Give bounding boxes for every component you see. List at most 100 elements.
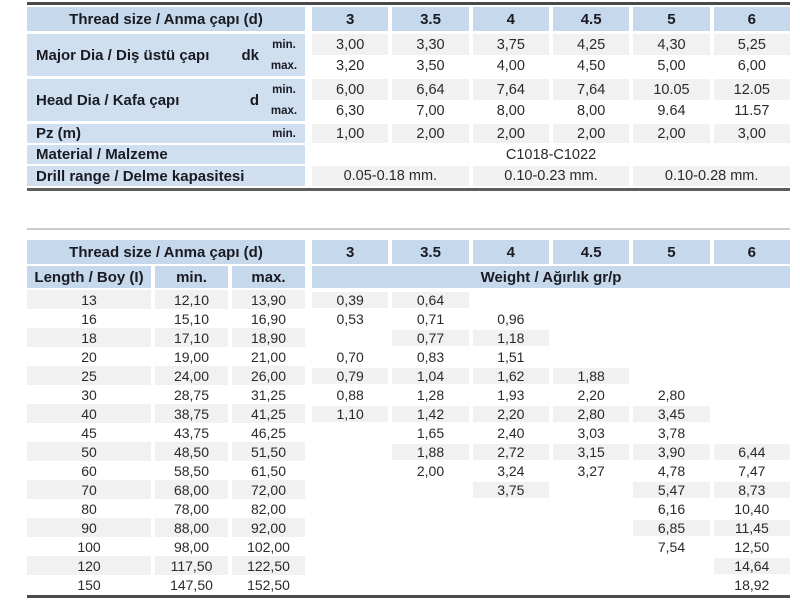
length-weight-subheader-row: Length / Boy (I) min. max. Weight / Ağır… [27,266,790,288]
weight-cells: 1,65 2,40 3,03 3,78 [312,423,790,442]
thread-size-column-header: 3.5 [392,240,469,264]
thread-spec-table: Thread size / Anma çapı (d) 3 3.5 4 4.5 5 6 M… [27,2,791,191]
min-length-cell: 88,00 [155,518,228,537]
material-row-label: Material / Malzeme [27,145,305,164]
weight-cell: 14,64 [713,557,790,574]
spec-value-rows: 3,00 3,30 3,75 4,25 4,30 5,25 3,20 3,50 4,00 4,50… [312,34,790,76]
length-cell: 150 [27,575,151,594]
length-cell: 120 [27,556,151,575]
weight-cell: 1,88 [392,443,469,460]
length-column-header: Length / Boy (I) [27,266,151,288]
weight-cell: 2,20 [472,405,549,422]
spec-value-cell: 3,30 [392,34,469,55]
thread-size-column-header: 5 [633,7,710,31]
length-cell: 40 [27,404,151,423]
max-length-cell: 92,00 [232,518,305,537]
weight-cell: 1,42 [392,405,469,422]
weight-cells: 6,85 11,45 [312,518,790,537]
weight-span-header: Weight / Ağırlık gr/p [312,266,790,288]
weight-cell: 0,79 [312,367,389,384]
thread-size-header-label-2: Thread size / Anma çapı (d) [27,240,305,264]
weight-cell: 1,51 [472,348,549,365]
material-value: C1018-C1022 [312,145,790,164]
max-length-cell: 31,25 [232,385,305,404]
min-column-header: min. [155,266,228,288]
qualifier-label: min. [272,127,296,140]
table-row: 18 17,10 18,90 0,77 1,18 [27,328,790,347]
weight-cells: 3,75 5,47 8,73 [312,480,790,499]
min-length-cell: 15,10 [155,309,228,328]
min-length-cell: 78,00 [155,499,228,518]
min-length-cell: 24,00 [155,366,228,385]
weight-cell: 2,80 [633,386,710,403]
table-row: 40 38,75 41,25 1,10 1,42 2,20 2,80 3,45 [27,404,790,423]
min-length-cell: 19,00 [155,347,228,366]
spec-blocks: Major Dia / Diş üstü çapı dk min. max. 3,00 3… [27,34,790,143]
length-cell: 70 [27,480,151,499]
min-length-cell: 48,50 [155,442,228,461]
spec-value-cell: 5,00 [633,55,710,76]
spec-value-cell: 3,20 [312,55,389,76]
weight-cell: 1,28 [392,386,469,403]
max-length-cell: 46,25 [232,423,305,442]
spec-value-cell: 9.64 [633,100,710,121]
spec-value-cell: 2,00 [552,124,630,143]
spec-value-cell: 6,00 [713,55,790,76]
spec-block-row: Head Dia / Kafa çapı d min. max. 6,00 6,64 7,6… [27,79,790,121]
table-row: 25 24,00 26,00 0,79 1,04 1,62 1,88 [27,366,790,385]
thread-size-column-header: 3 [312,7,389,31]
weight-cell: 0,96 [472,310,549,327]
spec-value-cell: 6,64 [392,79,469,100]
min-length-cell: 58,50 [155,461,228,480]
weight-cells: 14,64 [312,556,790,575]
max-column-header: max. [232,266,305,288]
min-length-cell: 12,10 [155,290,228,309]
spec-row-label-text: Major Dia / Diş üstü çapı [36,46,210,64]
weight-cell: 3,27 [553,462,630,479]
spec-value-cell: 4,50 [552,55,630,76]
spec-row-label-text: Head Dia / Kafa çapı [36,91,180,109]
weight-cell: 2,00 [392,462,469,479]
material-row: Material / Malzeme C1018-C1022 [27,145,790,164]
thread-size-column-headers-2: 3 3.5 4 4.5 5 6 [312,240,790,264]
length-weight-table: Thread size / Anma çapı (d) 3 3.5 4 4.5 5 6 L… [27,228,790,598]
weight-cell: 4,78 [633,462,710,479]
spec-value-cell: 2,00 [472,124,549,143]
spec-row-label: Head Dia / Kafa çapı d min. max. [27,79,305,121]
weight-cell: 3,78 [633,424,710,441]
thread-size-header-label: Thread size / Anma çapı (d) [27,7,305,31]
table-row: 20 19,00 21,00 0,70 0,83 1,51 [27,347,790,366]
max-length-cell: 102,00 [232,537,305,556]
spec-value-cell: 8,00 [472,100,549,121]
spec-value-rows: 1,00 2,00 2,00 2,00 2,00 3,00 [312,124,790,143]
length-cell: 16 [27,309,151,328]
max-length-cell: 18,90 [232,328,305,347]
thread-size-column-header: 4.5 [552,240,630,264]
length-cell: 90 [27,518,151,537]
spec-value-cell: 7,00 [392,100,469,121]
spec-value-cell: 2,00 [392,124,469,143]
max-length-cell: 21,00 [232,347,305,366]
length-cell: 18 [27,328,151,347]
weight-cells: 1,10 1,42 2,20 2,80 3,45 [312,404,790,423]
weight-cell: 3,03 [553,424,630,441]
thread-size-header-row: Thread size / Anma çapı (d) 3 3.5 4 4.5 5 6 [27,7,790,31]
spec-block-row: Pz (m) min. 1,00 2,00 2,00 2,00 2,00 3,00 [27,124,790,143]
weight-cell: 3,45 [633,405,710,422]
spec-row-label-text: Pz (m) [36,125,81,142]
spec-value-row: 3,20 3,50 4,00 4,50 5,00 6,00 [312,55,790,76]
qualifier-label: min. [272,83,296,96]
min-length-cell: 43,75 [155,423,228,442]
weight-cell: 0,53 [312,310,389,327]
table-row: 100 98,00 102,00 7,54 12,50 [27,537,790,556]
thread-size-column-header: 6 [713,7,790,31]
max-length-cell: 51,50 [232,442,305,461]
weight-cell: 6,16 [633,500,710,517]
weight-cell: 0,88 [312,386,389,403]
table-row: 45 43,75 46,25 1,65 2,40 3,03 3,78 [27,423,790,442]
spec-block-row: Major Dia / Diş üstü çapı dk min. max. 3,00 3… [27,34,790,76]
spec-value-cell: 3,75 [472,34,549,55]
weight-cell: 2,20 [553,386,630,403]
weight-cell: 3,75 [472,481,549,498]
drill-range-value: 0.10-0.28 mm. [633,166,791,186]
